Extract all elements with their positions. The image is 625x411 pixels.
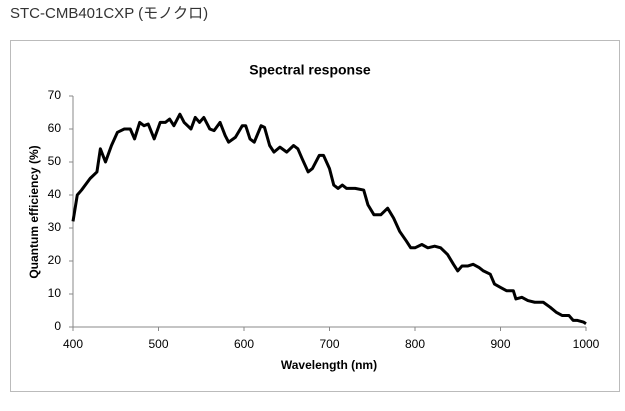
x-tick-label: 1000 [573,337,600,351]
y-tick-label: 10 [48,286,62,300]
x-tick-label: 700 [319,337,339,351]
chart-title: Spectral response [249,62,371,78]
data-line [71,112,587,325]
header-title: STC-CMB401CXP (モノクロ) [10,5,209,22]
x-tick-label: 500 [148,337,168,351]
chart-frame [10,40,620,392]
y-tick-label: 60 [48,121,62,135]
y-tick-label: 20 [48,253,62,267]
y-tick-label: 70 [48,88,62,102]
x-tick-label: 800 [405,337,425,351]
y-tick-label: 50 [48,154,62,168]
x-tick-label: 400 [63,337,83,351]
y-tick-label: 0 [54,319,61,333]
y-axis-label: Quantum efficiency (%) [27,145,41,278]
x-axis-label: Wavelength (nm) [281,358,377,372]
x-tick-label: 600 [234,337,254,351]
y-tick-label: 40 [48,187,62,201]
y-tick-label: 30 [48,220,62,234]
x-tick-label: 900 [490,337,510,351]
